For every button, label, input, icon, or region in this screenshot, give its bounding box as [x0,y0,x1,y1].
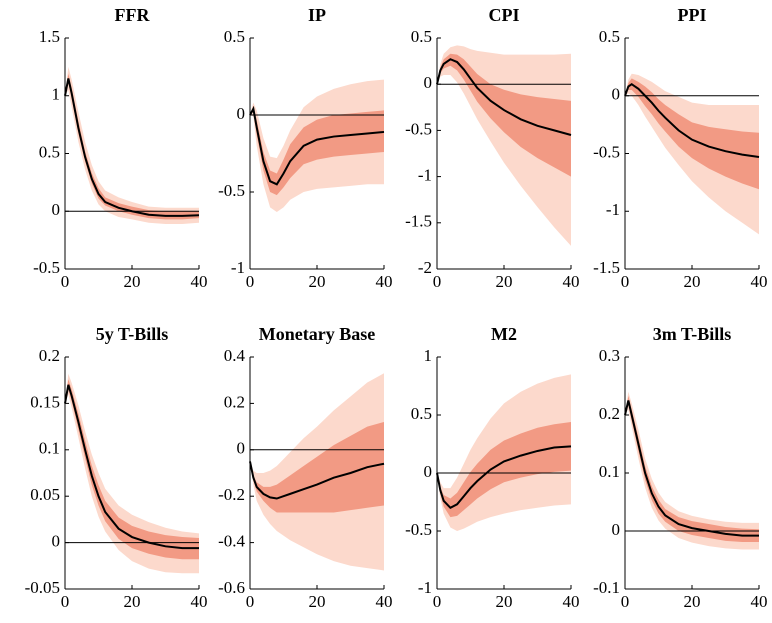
y-tick-label: 0 [612,520,621,539]
y-tick-label: 0 [424,73,433,92]
y-tick-label: 0 [52,200,61,219]
median-line [64,384,199,550]
x-tick-label: 0 [61,272,70,291]
x-tick-label: 40 [563,592,580,611]
x-tick-label: 0 [433,272,442,291]
x-tick-label: 20 [496,592,513,611]
y-tick-label: -1.5 [593,258,620,277]
y-tick-label: 0 [237,439,246,458]
y-tick-label: -0.6 [218,578,245,597]
x-tick-label: 0 [61,592,70,611]
median-line [64,78,200,217]
y-tick-label: 0.2 [599,404,620,423]
x-tick-label: 40 [376,272,393,291]
x-tick-label: 20 [309,272,326,291]
fan-band [65,379,199,560]
x-tick-label: 0 [621,272,630,291]
y-tick-label: -0.4 [218,532,245,551]
y-tick-label: 0.5 [39,142,60,161]
panel-title: M2 [491,324,517,344]
x-tick-label: 0 [246,272,255,291]
median-line [436,58,572,136]
y-tick-label: -0.5 [33,258,60,277]
y-tick-label: -0.05 [25,578,60,597]
y-tick-label: 0.05 [30,485,60,504]
y-tick-label: -0.2 [218,485,245,504]
y-tick-label: 0.15 [30,392,60,411]
y-tick-label: 0.4 [224,346,246,365]
fan-band [625,78,759,190]
y-tick-label: -1 [606,200,620,219]
x-tick-label: 0 [246,592,255,611]
panel-title: IP [308,5,326,25]
median-line [249,461,385,500]
x-tick-label: 0 [621,592,630,611]
x-tick-label: 20 [309,592,326,611]
x-tick-label: 20 [684,272,701,291]
median-line [624,82,760,158]
x-tick-label: 40 [191,272,208,291]
y-tick-label: 0 [237,104,246,123]
y-tick-label: -0.1 [593,578,620,597]
y-tick-label: 0 [52,532,61,551]
x-tick-label: 20 [124,592,141,611]
panel-title: PPI [678,5,707,25]
x-tick-label: 20 [496,272,513,291]
fan-band [437,421,571,518]
x-tick-label: 0 [433,592,442,611]
y-tick-label: 0.2 [224,392,245,411]
y-tick-label: 1.5 [39,27,60,46]
y-tick-label: -1 [418,166,432,185]
y-tick-label: -1 [418,578,432,597]
x-tick-label: 40 [751,272,768,291]
y-tick-label: -0.5 [593,142,620,161]
y-tick-label: 0.5 [224,27,245,46]
y-tick-label: 0.5 [411,404,432,423]
x-tick-label: 40 [563,272,580,291]
panel-title: FFR [115,5,151,25]
x-tick-label: 20 [124,272,141,291]
x-tick-label: 40 [376,592,393,611]
fan-band [250,421,384,513]
y-tick-label: 0 [612,85,621,104]
y-tick-label: 0.5 [599,27,620,46]
fan-band [65,66,199,224]
y-tick-label: -0.5 [405,520,432,539]
y-tick-label: 0.1 [599,462,620,481]
y-tick-label: 0 [424,462,433,481]
x-tick-label: 40 [191,592,208,611]
y-tick-label: 1 [424,346,433,365]
y-tick-label: -0.5 [218,181,245,200]
x-tick-label: 40 [751,592,768,611]
y-tick-label: 1 [52,85,61,104]
y-tick-label: -0.5 [405,119,432,138]
median-line [249,105,385,186]
panel-title: 3m T-Bills [653,324,732,344]
panel-title: 5y T-Bills [96,324,169,344]
y-tick-label: -2 [418,258,432,277]
y-tick-label: 0.5 [411,27,432,46]
y-tick-label: 0.1 [39,439,60,458]
y-tick-label: 0.2 [39,346,60,365]
fan-band [437,45,571,246]
y-tick-label: -1.5 [405,212,432,231]
panel-title: CPI [489,5,520,25]
x-tick-label: 20 [684,592,701,611]
median-line [624,400,759,537]
y-tick-label: 0.3 [599,346,620,365]
median-line [436,445,572,510]
y-tick-label: -1 [231,258,245,277]
panel-title: Monetary Base [259,324,375,344]
